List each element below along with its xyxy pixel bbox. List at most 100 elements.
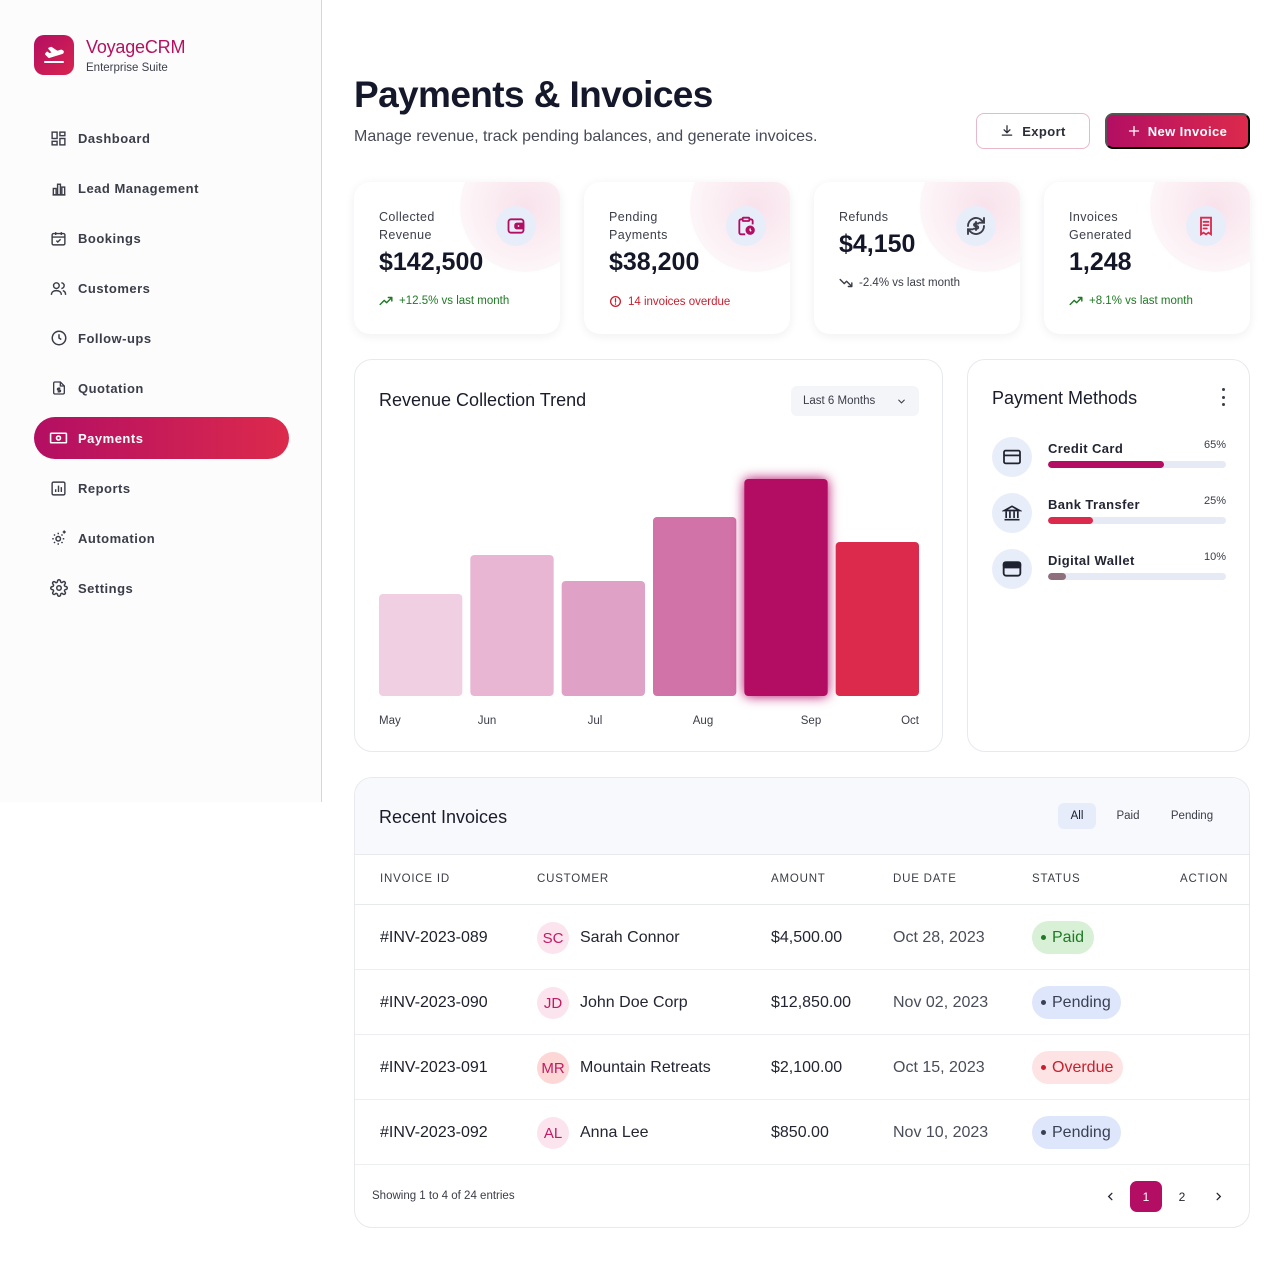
sidebar-item-label: Customers xyxy=(78,280,151,296)
sidebar-item-settings[interactable]: Settings xyxy=(34,567,289,609)
table-row[interactable]: #INV-2023-091 MR Mountain Retreats $2,10… xyxy=(355,1035,1249,1100)
chevron-down-icon xyxy=(898,399,905,404)
payment-method-name: Credit Card xyxy=(1048,441,1124,456)
payment-method-credit-card: Credit Card 65% xyxy=(992,437,1226,477)
filter-pending-tab[interactable]: Pending xyxy=(1170,810,1214,822)
trend-up-icon xyxy=(1069,296,1083,306)
chart-bar-aug[interactable] xyxy=(653,517,737,696)
column-header-action: ACTION xyxy=(1180,873,1229,885)
avatar: JD xyxy=(537,987,569,1019)
chart-x-tick-label: Sep xyxy=(801,715,821,727)
column-header-due-date[interactable]: DUE DATE xyxy=(893,873,957,885)
stat-value: $38,200 xyxy=(609,248,700,276)
filter-paid-tab[interactable]: Paid xyxy=(1116,810,1140,822)
table-row[interactable]: #INV-2023-090 JD John Doe Corp $12,850.0… xyxy=(355,970,1249,1035)
sidebar-item-lead-management[interactable]: Lead Management xyxy=(34,167,289,209)
plus-icon xyxy=(1128,125,1139,137)
filter-all-tab[interactable]: All xyxy=(1058,803,1096,829)
payment-method-name: Bank Transfer xyxy=(1048,497,1140,512)
chart-bar-may[interactable] xyxy=(379,594,463,696)
invoice-due-date: Oct 28, 2023 xyxy=(893,929,985,946)
invoice-id[interactable]: #INV-2023-091 xyxy=(380,1059,488,1076)
pagination-page-2[interactable]: 2 xyxy=(1178,1189,1186,1204)
stat-value: $4,150 xyxy=(839,230,916,258)
money-icon xyxy=(49,429,68,448)
sidebar-item-automation[interactable]: Automation xyxy=(34,517,289,559)
stat-label: Invoices Generated xyxy=(1069,210,1132,242)
chart-bar-jun[interactable] xyxy=(470,555,554,696)
invoice-amount: $12,850.00 xyxy=(771,994,852,1011)
sidebar-item-reports[interactable]: Reports xyxy=(34,467,289,509)
sidebar-item-follow-ups[interactable]: Follow-ups xyxy=(34,317,289,359)
column-header-customer[interactable]: CUSTOMER xyxy=(537,873,609,885)
customer-name: Mountain Retreats xyxy=(580,1059,711,1076)
customer-name: Anna Lee xyxy=(580,1124,649,1141)
sidebar-item-bookings[interactable]: Bookings xyxy=(34,217,289,259)
pagination-page-1[interactable]: 1 xyxy=(1130,1181,1162,1212)
export-button[interactable]: Export xyxy=(976,113,1090,149)
payment-method-progress-fill xyxy=(1048,573,1066,580)
stat-label: Refunds xyxy=(839,210,889,224)
more-vertical-icon[interactable] xyxy=(1219,388,1227,406)
column-header-status[interactable]: STATUS xyxy=(1032,873,1081,885)
invoice-id[interactable]: #INV-2023-089 xyxy=(380,929,488,946)
sidebar-item-quotation[interactable]: Quotation xyxy=(34,367,289,409)
airplane-logo-icon xyxy=(34,35,74,75)
status-badge: Overdue xyxy=(1032,1051,1124,1084)
table-row[interactable]: #INV-2023-089 SC Sarah Connor $4,500.00 … xyxy=(355,905,1249,970)
chart-title: Revenue Collection Trend xyxy=(379,390,587,410)
wallet-card-icon xyxy=(992,549,1032,589)
chart-x-tick-label: May xyxy=(379,715,401,727)
pagination-prev-button[interactable] xyxy=(1094,1181,1126,1212)
chevron-right-icon xyxy=(1215,1192,1221,1201)
pagination-next-button[interactable] xyxy=(1202,1181,1234,1212)
status-dot xyxy=(1041,935,1046,940)
invoice-amount: $4,500.00 xyxy=(771,929,843,946)
brand[interactable]: VoyageCRM Enterprise Suite xyxy=(34,35,185,75)
status-dot xyxy=(1041,1130,1046,1135)
stat-card-collected-revenue: Collected Revenue $142,500 +12.5% vs las… xyxy=(354,182,560,334)
sidebar-item-dashboard[interactable]: Dashboard xyxy=(34,117,289,159)
chart-bar-jul[interactable] xyxy=(561,581,645,696)
invoice-id[interactable]: #INV-2023-092 xyxy=(380,1124,488,1141)
table-row[interactable]: #INV-2023-092 AL Anna Lee $850.00 Nov 10… xyxy=(355,1100,1249,1165)
stat-value: $142,500 xyxy=(379,248,484,276)
customer-name: John Doe Corp xyxy=(580,994,688,1011)
stat-label: Pending Payments xyxy=(609,210,668,242)
sidebar-item-label: Dashboard xyxy=(78,130,151,146)
gear-icon xyxy=(49,579,68,598)
new-invoice-button-label: New Invoice xyxy=(1147,123,1228,139)
chart-bar-sep[interactable] xyxy=(744,479,828,696)
chart-x-tick-label: Aug xyxy=(693,715,713,727)
new-invoice-button[interactable]: New Invoice xyxy=(1105,113,1250,149)
status-dot xyxy=(1041,1000,1046,1005)
column-header-invoice-id[interactable]: INVOICE ID xyxy=(380,873,450,885)
sidebar-item-label: Lead Management xyxy=(78,180,199,196)
payment-method-progress xyxy=(1048,461,1226,468)
brand-subtitle: Enterprise Suite xyxy=(86,61,168,74)
range-select[interactable]: Last 6 Months xyxy=(791,386,919,416)
dashboard-icon xyxy=(49,129,68,148)
invoice-id[interactable]: #INV-2023-090 xyxy=(380,994,488,1011)
refund-icon xyxy=(956,206,996,246)
wallet-icon xyxy=(496,206,536,246)
stat-card-invoices-generated: Invoices Generated 1,248 +8.1% vs last m… xyxy=(1044,182,1250,334)
invoices-title: Recent Invoices xyxy=(379,807,508,827)
invoice-amount: $2,100.00 xyxy=(771,1059,843,1076)
users-icon xyxy=(49,279,68,298)
sidebar-item-label: Reports xyxy=(78,480,131,496)
chart-bar-oct[interactable] xyxy=(835,542,919,696)
invoice-due-date: Oct 15, 2023 xyxy=(893,1059,985,1076)
sidebar-item-label: Automation xyxy=(78,530,156,546)
revenue-chart-card: Revenue Collection Trend Last 6 Months M… xyxy=(354,359,943,752)
status-dot xyxy=(1041,1065,1046,1070)
sidebar-item-customers[interactable]: Customers xyxy=(34,267,289,309)
invoice-due-date: Nov 10, 2023 xyxy=(893,1124,989,1141)
bar-chart-icon xyxy=(49,179,68,198)
alert-circle-icon xyxy=(609,295,622,308)
payment-method-percent: 65% xyxy=(1203,439,1226,451)
brand-name: VoyageCRM xyxy=(86,36,186,57)
column-header-amount[interactable]: AMOUNT xyxy=(771,873,826,885)
range-select-value: Last 6 Months xyxy=(803,395,876,407)
sidebar-item-payments[interactable]: Payments xyxy=(34,417,289,459)
